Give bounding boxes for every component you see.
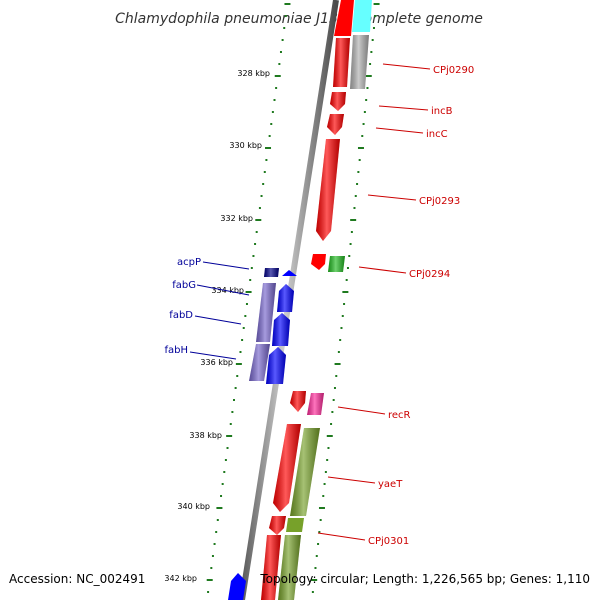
gene-shade — [333, 38, 350, 87]
label-cpj0294[interactable]: CPj0294 — [409, 269, 450, 280]
gene-acpp-arrow[interactable] — [282, 270, 297, 276]
gene-shade — [277, 284, 294, 312]
gene-cyan-block[interactable] — [352, 0, 372, 32]
outer-tick-ring — [311, 3, 380, 593]
tick-label-340: 340 kbp — [177, 502, 210, 511]
gene-shade — [327, 114, 344, 135]
reverse-strand-genes — [228, 268, 297, 600]
label-cpj0301[interactable]: CPj0301 — [368, 536, 409, 547]
right-label-leaders — [317, 63, 431, 541]
gene-shade — [266, 347, 286, 384]
left-label-leaders — [189, 261, 250, 360]
gene-shade — [272, 313, 290, 346]
label-cpj0290[interactable]: CPj0290 — [433, 65, 474, 76]
left-gene-labels: acpP fabG fabD fabH — [164, 257, 201, 356]
gene-shade — [273, 424, 301, 512]
gene-shade — [330, 92, 346, 111]
gene-shade — [316, 139, 340, 241]
gene-shade — [261, 535, 281, 600]
tick-label-332: 332 kbp — [220, 214, 253, 223]
gene-shade — [290, 391, 306, 412]
gene-shade — [350, 35, 369, 89]
accession-text: Accession: NC_002491 — [9, 572, 146, 586]
tick-label-338: 338 kbp — [189, 431, 222, 440]
label-fabd[interactable]: fabD — [169, 310, 193, 321]
gene-cpj0290-region[interactable] — [334, 0, 354, 36]
tick-label-330: 330 kbp — [229, 141, 262, 150]
label-yaet[interactable]: yaeT — [378, 479, 403, 490]
gene-shade — [269, 516, 286, 535]
forward-strand-genes — [261, 0, 372, 600]
label-incb[interactable]: incB — [431, 106, 453, 117]
label-fabg[interactable]: fabG — [172, 280, 196, 291]
gene-blue-bottom[interactable] — [228, 573, 246, 600]
gene-cpj0301[interactable] — [286, 518, 304, 532]
tick-label-328: 328 kbp — [237, 69, 270, 78]
label-fabh[interactable]: fabH — [164, 345, 188, 356]
label-incc[interactable]: incC — [426, 129, 448, 140]
gene-shade — [328, 256, 345, 272]
gene-shade — [249, 344, 270, 381]
topology-text: Topology: circular; Length: 1,226,565 bp… — [260, 572, 590, 586]
tick-label-342: 342 kbp — [164, 574, 197, 583]
tick-label-336: 336 kbp — [200, 358, 233, 367]
label-cpj0293[interactable]: CPj0293 — [419, 196, 460, 207]
gene-shade — [307, 393, 324, 415]
gene-shade — [264, 268, 279, 277]
right-gene-labels: CPj0290 incB incC CPj0293 CPj0294 recR y… — [368, 65, 474, 547]
gene-shade — [278, 535, 301, 600]
gene-shade — [290, 428, 320, 516]
map-title: Chlamydophila pneumoniae J138, complete … — [115, 11, 483, 27]
gene-cpj0294-red[interactable] — [311, 254, 326, 270]
label-acpp[interactable]: acpP — [177, 257, 201, 268]
label-recr[interactable]: recR — [388, 410, 411, 421]
gene-shade — [256, 283, 276, 342]
inner-tick-ring — [206, 3, 291, 593]
